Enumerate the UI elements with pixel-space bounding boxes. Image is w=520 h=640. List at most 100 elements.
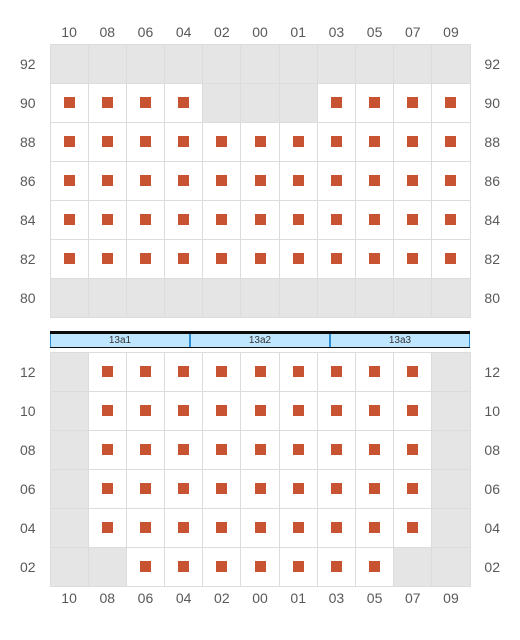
seat-cell[interactable] xyxy=(355,430,394,470)
seat-cell[interactable] xyxy=(88,83,127,123)
seat-cell[interactable] xyxy=(88,122,127,162)
seat-cell[interactable] xyxy=(431,83,470,123)
seat-cell[interactable] xyxy=(202,239,241,279)
seat-cell[interactable] xyxy=(202,391,241,431)
seat-cell[interactable] xyxy=(240,430,279,470)
seat-cell[interactable] xyxy=(317,239,356,279)
seat-cell[interactable] xyxy=(279,547,318,587)
seat-cell[interactable] xyxy=(202,547,241,587)
seat-cell[interactable] xyxy=(279,508,318,548)
seat-cell[interactable] xyxy=(202,200,241,240)
seat-cell[interactable] xyxy=(88,391,127,431)
seat-cell[interactable] xyxy=(240,508,279,548)
seat-cell[interactable] xyxy=(202,469,241,509)
seat-cell[interactable] xyxy=(240,547,279,587)
seat-cell[interactable] xyxy=(355,83,394,123)
seat-cell[interactable] xyxy=(279,469,318,509)
seat-cell[interactable] xyxy=(317,352,356,392)
seat-cell[interactable] xyxy=(431,239,470,279)
seat-cell[interactable] xyxy=(317,547,356,587)
seat-cell[interactable] xyxy=(393,469,432,509)
seat-cell[interactable] xyxy=(393,161,432,201)
seat-cell[interactable] xyxy=(88,469,127,509)
seat-cell[interactable] xyxy=(88,161,127,201)
seat-cell[interactable] xyxy=(279,239,318,279)
seat-cell[interactable] xyxy=(164,239,203,279)
seat-cell[interactable] xyxy=(164,391,203,431)
seat-cell[interactable] xyxy=(240,352,279,392)
seat-cell[interactable] xyxy=(279,430,318,470)
seat-cell[interactable] xyxy=(355,161,394,201)
seat-cell[interactable] xyxy=(126,352,165,392)
seat-cell[interactable] xyxy=(164,430,203,470)
seat-cell[interactable] xyxy=(240,391,279,431)
seat-cell[interactable] xyxy=(355,469,394,509)
seat-cell[interactable] xyxy=(393,430,432,470)
seat-cell[interactable] xyxy=(393,200,432,240)
seat-cell[interactable] xyxy=(240,200,279,240)
seat-cell[interactable] xyxy=(240,122,279,162)
seat-cell[interactable] xyxy=(88,508,127,548)
seat-cell[interactable] xyxy=(317,508,356,548)
seat-cell[interactable] xyxy=(164,122,203,162)
seat-cell[interactable] xyxy=(88,352,127,392)
seat-cell[interactable] xyxy=(393,508,432,548)
seat-cell[interactable] xyxy=(317,469,356,509)
seat-cell[interactable] xyxy=(355,239,394,279)
seat-cell[interactable] xyxy=(50,161,89,201)
seat-cell[interactable] xyxy=(164,469,203,509)
seat-cell[interactable] xyxy=(50,83,89,123)
seat-cell[interactable] xyxy=(126,508,165,548)
seat-cell[interactable] xyxy=(317,122,356,162)
seat-cell[interactable] xyxy=(164,161,203,201)
seat-cell[interactable] xyxy=(240,469,279,509)
seat-cell[interactable] xyxy=(317,161,356,201)
seat-cell[interactable] xyxy=(431,200,470,240)
seat-cell[interactable] xyxy=(164,508,203,548)
seat-cell[interactable] xyxy=(279,122,318,162)
seat-cell[interactable] xyxy=(240,239,279,279)
seat-cell[interactable] xyxy=(202,352,241,392)
seat-cell[interactable] xyxy=(317,83,356,123)
seat-cell[interactable] xyxy=(88,200,127,240)
seat-cell[interactable] xyxy=(50,200,89,240)
seat-cell[interactable] xyxy=(50,239,89,279)
seat-cell[interactable] xyxy=(88,430,127,470)
seat-cell[interactable] xyxy=(431,161,470,201)
seat-cell[interactable] xyxy=(279,352,318,392)
seat-cell[interactable] xyxy=(317,391,356,431)
seat-cell[interactable] xyxy=(88,239,127,279)
seat-cell[interactable] xyxy=(126,239,165,279)
seat-cell[interactable] xyxy=(355,122,394,162)
seat-cell[interactable] xyxy=(126,83,165,123)
seat-cell[interactable] xyxy=(126,430,165,470)
seat-cell[interactable] xyxy=(240,161,279,201)
seat-cell[interactable] xyxy=(279,161,318,201)
seat-cell[interactable] xyxy=(126,200,165,240)
seat-cell[interactable] xyxy=(393,391,432,431)
seat-cell[interactable] xyxy=(202,161,241,201)
seat-cell[interactable] xyxy=(202,122,241,162)
seat-cell[interactable] xyxy=(50,122,89,162)
seat-cell[interactable] xyxy=(164,547,203,587)
seat-cell[interactable] xyxy=(317,430,356,470)
seat-cell[interactable] xyxy=(279,200,318,240)
seat-cell[interactable] xyxy=(355,200,394,240)
seat-cell[interactable] xyxy=(355,352,394,392)
seat-cell[interactable] xyxy=(431,122,470,162)
seat-cell[interactable] xyxy=(393,239,432,279)
seat-cell[interactable] xyxy=(355,508,394,548)
seat-cell[interactable] xyxy=(164,83,203,123)
seat-cell[interactable] xyxy=(164,200,203,240)
seat-cell[interactable] xyxy=(126,469,165,509)
seat-cell[interactable] xyxy=(355,391,394,431)
seat-cell[interactable] xyxy=(202,508,241,548)
seat-cell[interactable] xyxy=(393,122,432,162)
seat-cell[interactable] xyxy=(393,352,432,392)
seat-cell[interactable] xyxy=(393,83,432,123)
seat-cell[interactable] xyxy=(126,161,165,201)
seat-cell[interactable] xyxy=(126,122,165,162)
seat-cell[interactable] xyxy=(279,391,318,431)
seat-cell[interactable] xyxy=(355,547,394,587)
seat-cell[interactable] xyxy=(202,430,241,470)
